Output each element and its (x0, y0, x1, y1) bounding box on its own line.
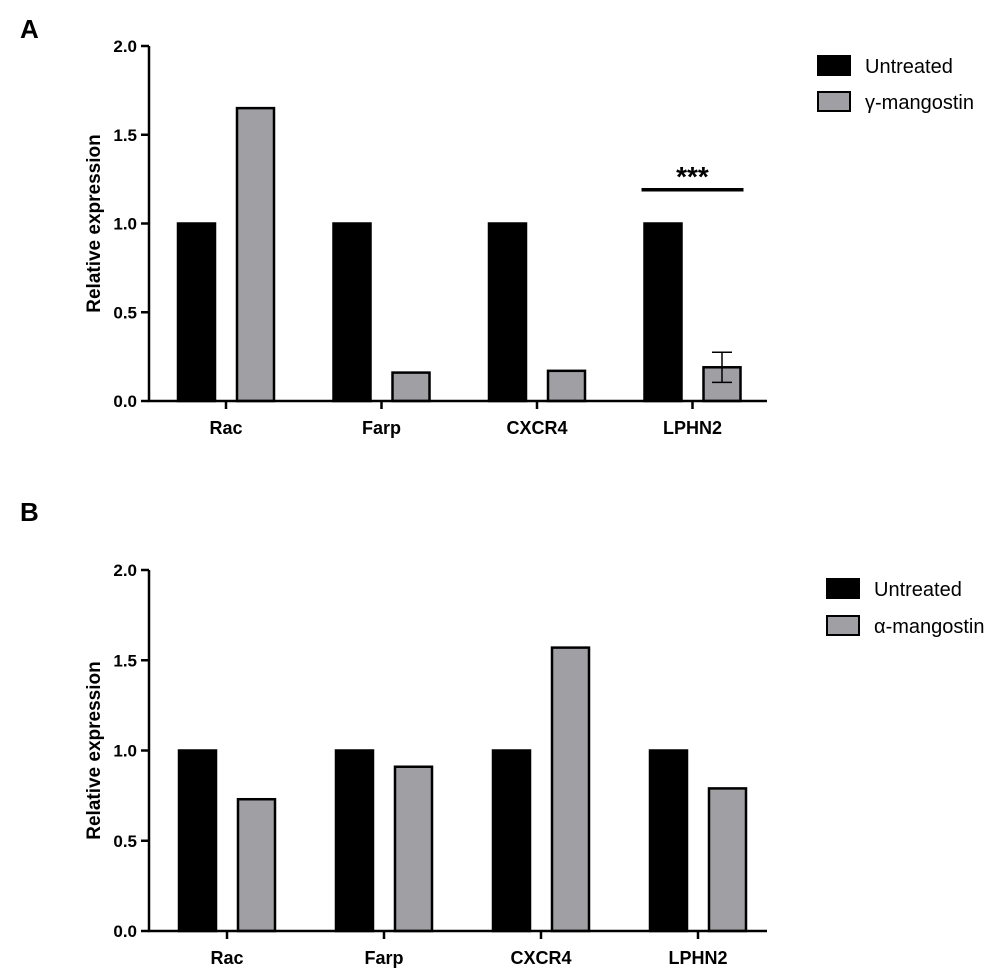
x-tick-label: CXCR4 (510, 948, 571, 968)
significance-label: *** (676, 161, 709, 192)
y-tick-label: 0.5 (113, 303, 137, 322)
bar-rac-untreated (177, 749, 218, 933)
y-tick-label: 1.5 (113, 126, 137, 145)
y-tick-label: 1.0 (113, 742, 137, 761)
legend-swatch (817, 55, 851, 76)
bar-farp-treated (391, 371, 431, 403)
bar-cxcr4-untreated (487, 222, 528, 403)
bar-lphn2-treated (707, 787, 748, 933)
x-tick-label: LPHN2 (663, 418, 722, 438)
bar-lphn2-untreated (648, 749, 689, 933)
bar-rac-treated (235, 106, 276, 403)
y-tick-label: 2.0 (113, 37, 137, 56)
legend-entry: Untreated (874, 579, 962, 601)
y-axis-title: Relative expression (84, 661, 105, 839)
bar-farp-treated (393, 765, 434, 933)
y-tick-label: 2.0 (113, 561, 137, 580)
x-tick-label: Farp (362, 418, 401, 438)
x-tick-label: CXCR4 (506, 418, 567, 438)
bar-cxcr4-treated (550, 646, 591, 933)
panel-label-a: A (20, 14, 39, 44)
bar-cxcr4-treated (546, 369, 587, 403)
legend-swatch (826, 615, 860, 636)
legend-entry: α-mangostin (874, 616, 985, 638)
y-tick-label: 1.5 (113, 651, 137, 670)
legend-entry: γ-mangostin (865, 92, 974, 114)
legend-swatch (826, 578, 860, 599)
x-tick-label: Farp (364, 948, 403, 968)
x-tick-label: LPHN2 (668, 948, 727, 968)
x-tick-label: Rac (210, 948, 243, 968)
y-tick-label: 0.5 (113, 832, 137, 851)
bar-rac-treated (236, 797, 277, 933)
chart-panel-b: B Rac Farp CXCR4 LPHN2 0.0 0.5 1.0 1.5 2.0 Relati… (0, 487, 1000, 974)
bar-chart-a: Rac Farp CXCR4 LPHN2 0.0 0.5 1.0 1.5 2.0 Relative… (84, 37, 974, 438)
y-axis-title: Relative expression (84, 134, 105, 312)
bar-chart-b: Rac Farp CXCR4 LPHN2 0.0 0.5 1.0 1.5 2.0 Relative… (84, 561, 985, 968)
y-tick-label: 0.0 (113, 392, 137, 411)
y-tick-label: 1.0 (113, 215, 137, 234)
chart-panel-a: A Rac Farp CXCR4 LPHN2 0.0 0.5 1.0 1.5 2.0 Relati… (0, 0, 1000, 470)
legend-swatch (817, 91, 851, 112)
bar-farp-untreated (334, 749, 375, 933)
bar-rac-untreated (176, 222, 217, 403)
bar-cxcr4-untreated (491, 749, 532, 933)
bar-farp-untreated (332, 222, 372, 403)
legend-entry: Untreated (865, 56, 953, 78)
panel-label-b: B (20, 497, 39, 527)
bar-lphn2-untreated (643, 222, 683, 403)
y-tick-label: 0.0 (113, 922, 137, 941)
x-tick-label: Rac (209, 418, 242, 438)
